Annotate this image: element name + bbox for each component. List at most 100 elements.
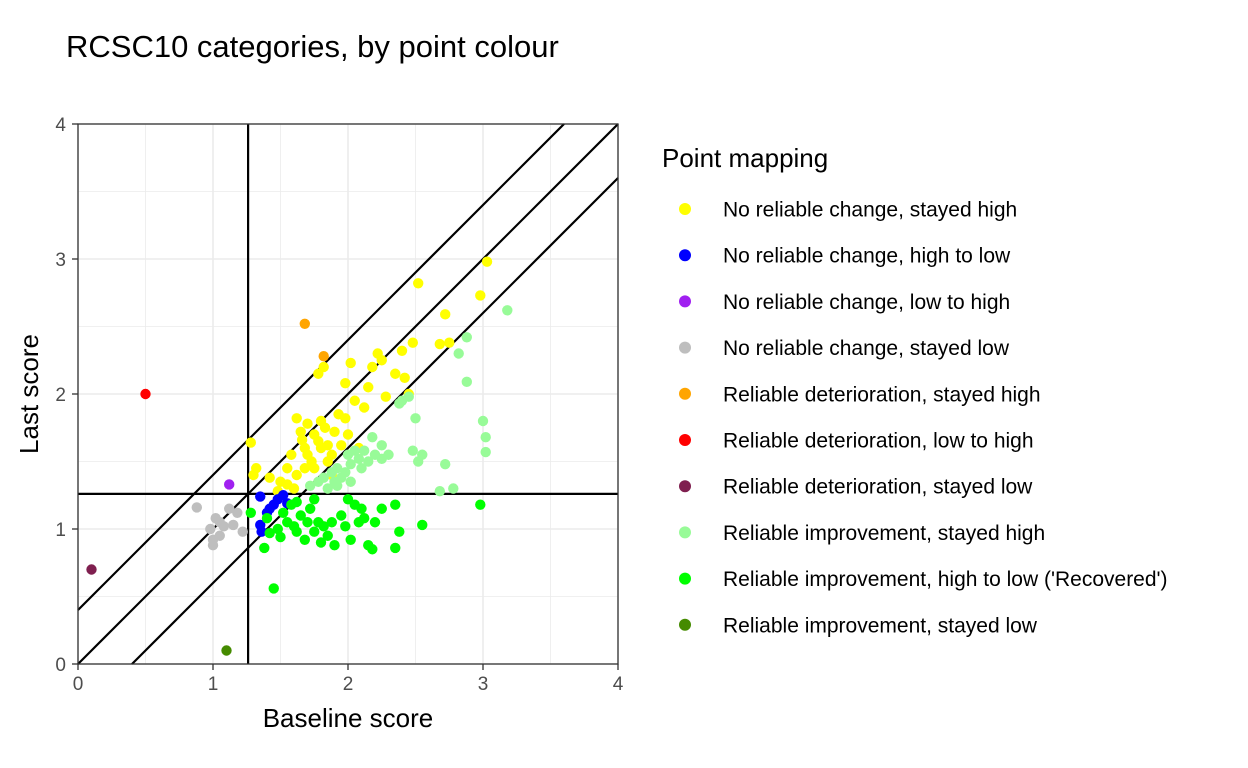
data-point [342, 429, 354, 440]
data-point [440, 459, 451, 470]
data-point [332, 480, 343, 491]
data-point [417, 449, 428, 460]
legend-swatch [679, 341, 691, 354]
reliable-change-line-lower [131, 177, 619, 665]
data-point [305, 503, 316, 514]
data-point [207, 540, 219, 551]
data-point [340, 521, 351, 532]
data-point [502, 305, 513, 316]
y-tick-label: 0 [55, 655, 66, 676]
identity-line [77, 123, 619, 665]
x-axis: 0 1 2 3 4 [73, 664, 624, 695]
data-point [380, 391, 391, 402]
legend-label: Reliable deterioration, stayed low [723, 476, 1033, 499]
data-point [359, 402, 370, 413]
data-point [340, 378, 351, 389]
data-point [417, 519, 428, 531]
data-point [480, 432, 491, 443]
data-point [248, 469, 259, 481]
data-point [345, 357, 356, 369]
data-point [214, 517, 225, 528]
x-tick-label: 2 [343, 674, 354, 695]
data-point [376, 440, 387, 451]
data-point [475, 499, 486, 510]
data-point [275, 531, 286, 543]
legend-swatch [679, 387, 691, 400]
data-point [359, 513, 370, 524]
data-point [480, 446, 491, 458]
data-point [345, 534, 356, 545]
data-point [369, 517, 381, 528]
y-tick-label: 4 [55, 115, 66, 136]
data-point [461, 332, 472, 343]
legend-label: No reliable change, stayed high [723, 199, 1017, 222]
data-point [444, 337, 455, 348]
data-point [282, 463, 293, 474]
x-axis-title: Baseline score [263, 703, 434, 733]
data-point [359, 445, 370, 456]
data-point [291, 496, 302, 508]
data-point [214, 530, 225, 541]
data-point [272, 523, 283, 535]
x-tick-label: 0 [73, 674, 84, 695]
legend-label: Reliable improvement, stayed high [723, 522, 1045, 545]
data-point [318, 361, 329, 373]
data-point [221, 645, 232, 656]
data-point [299, 463, 310, 474]
data-point [390, 368, 401, 379]
data-point [245, 507, 256, 518]
data-point [336, 440, 347, 451]
legend-swatch [679, 249, 691, 262]
data-point [410, 413, 421, 424]
legend-label: No reliable change, low to high [723, 291, 1010, 314]
data-point [86, 564, 97, 575]
data-point [367, 432, 378, 443]
data-point [305, 480, 316, 491]
data-point [255, 491, 266, 502]
data-point [299, 318, 310, 329]
data-point [315, 537, 327, 548]
x-tick-label: 4 [613, 674, 624, 695]
data-point [336, 510, 347, 521]
x-tick-label: 3 [478, 674, 489, 695]
data-point [383, 449, 394, 460]
data-point [224, 479, 235, 490]
data-point [390, 499, 401, 510]
data-point [345, 476, 356, 487]
data-point [363, 382, 374, 393]
data-point [329, 426, 340, 437]
data-point [228, 519, 239, 531]
data-point [278, 490, 289, 501]
data-point [259, 542, 270, 554]
legend-title: Point mapping [662, 143, 828, 173]
data-point [390, 542, 401, 554]
data-point [434, 338, 445, 350]
data-point [349, 445, 360, 456]
data-point [440, 309, 451, 320]
data-point [403, 391, 414, 402]
data-point [296, 434, 308, 446]
data-point [353, 453, 364, 464]
data-point [367, 544, 378, 555]
data-point [315, 442, 327, 454]
data-point [376, 503, 387, 514]
data-point [345, 459, 356, 470]
data-point [448, 483, 459, 494]
data-point [319, 422, 331, 433]
legend-swatch [679, 480, 691, 493]
data-point [322, 456, 333, 467]
data-point [394, 526, 405, 537]
legend-swatch [679, 526, 691, 539]
data-point [318, 351, 329, 362]
data-points [86, 256, 513, 656]
data-point [367, 361, 378, 373]
data-point [356, 463, 367, 474]
legend-label: No reliable change, high to low [723, 245, 1011, 268]
data-point [407, 445, 418, 456]
data-point [256, 526, 267, 537]
data-point [232, 507, 243, 518]
legend-swatch [679, 295, 691, 308]
data-point [295, 510, 306, 521]
data-point [461, 376, 472, 388]
